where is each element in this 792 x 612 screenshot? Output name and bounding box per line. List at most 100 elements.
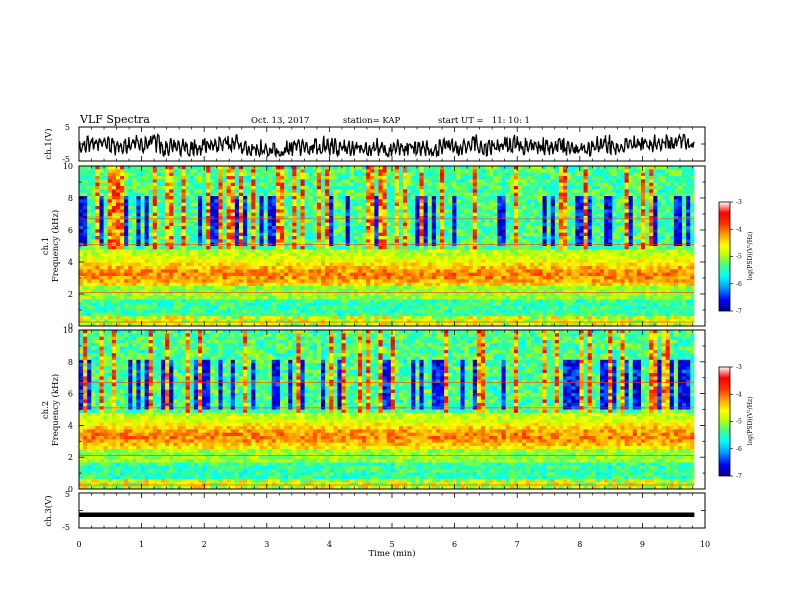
ch1-spectrogram-cell — [238, 236, 244, 240]
ch1-spectrogram-cell — [197, 289, 203, 294]
ch1-spectrogram-cell — [206, 302, 211, 307]
ch1-spectrogram-cell — [140, 209, 145, 214]
ch1-spectrogram-cell — [308, 206, 314, 210]
ch1-spectrogram-cell — [333, 192, 338, 197]
ch1-spectrogram-cell — [468, 279, 474, 284]
ch1-spectrogram-cell — [435, 226, 441, 230]
ch1-spectrogram-cell — [321, 286, 326, 290]
ch1-spectrogram-cell — [489, 172, 494, 177]
ch1-spectrogram-cell — [345, 309, 351, 314]
ch1-spectrogram-cell — [193, 169, 199, 174]
ch1-spectrogram-cell — [382, 292, 388, 297]
ch1-spectrogram-cell — [407, 299, 412, 304]
ch1-spectrogram-cell — [468, 219, 474, 224]
ch1-spectrogram-cell — [333, 322, 338, 327]
ch1-spectrogram-cell — [460, 246, 465, 250]
ch1-spectrogram-cell — [165, 229, 170, 234]
ch1-spectrogram-cell — [366, 176, 371, 180]
ch1-spectrogram-cell — [329, 292, 334, 297]
ch1-spectrogram-cell — [95, 209, 100, 214]
ch1-spectrogram-cell — [316, 282, 322, 287]
ch1-spectrogram-cell — [329, 189, 334, 194]
ch1-spectrogram-cell — [403, 309, 408, 314]
ch1-spectrogram-cell — [136, 269, 141, 274]
ch1-spectrogram-cell — [140, 296, 145, 300]
ch1-spectrogram-cell — [312, 219, 318, 224]
ch1-spectrogram-cell — [304, 169, 310, 174]
ch1-spectrogram-cell — [103, 296, 109, 300]
ch1-spectrogram-cell — [234, 186, 240, 190]
ch1-spectrogram-cell — [210, 172, 215, 177]
ch1-spectrogram-cell — [312, 176, 318, 180]
ch1-spectrogram-cell — [181, 226, 187, 230]
ch1-spectrogram-cell — [374, 299, 379, 304]
ch1-spectrogram-cell — [259, 232, 264, 237]
ch1-spectrogram-cell — [128, 299, 133, 304]
ch1-spectrogram-cell — [124, 256, 129, 260]
ch1-spectrogram-cell — [448, 226, 453, 230]
ch1-spectrogram-cell — [472, 186, 478, 190]
ch1-spectrogram-cell — [107, 226, 113, 230]
ch1-spectrogram-cell — [440, 292, 445, 297]
ch1-spectrogram-cell — [148, 189, 154, 194]
ch1-spectrogram-cell — [444, 276, 449, 280]
ch1-spectrogram-cell — [251, 262, 256, 267]
ch1-spectrogram-cell — [390, 199, 396, 204]
ch1-spectrogram-cell — [189, 269, 195, 274]
ch1-spectrogram-cell — [386, 212, 392, 217]
ch1-spectrogram-cell — [300, 262, 305, 267]
ch1-spectrogram-cell — [325, 176, 330, 180]
ch1-spectrogram-cell — [99, 296, 104, 300]
ch1-spectrogram-cell — [308, 319, 314, 324]
ch1-spectrogram-cell — [115, 286, 121, 290]
ch1-spectrogram-cell — [152, 316, 158, 320]
ch1-spectrogram-cell — [394, 192, 400, 197]
ch1-spectrogram-cell — [468, 272, 474, 277]
ch1-spectrogram-cell — [444, 256, 449, 260]
ch1-spectrogram-cell — [411, 306, 416, 310]
ch1-spectrogram-cell — [333, 286, 338, 290]
ch1-spectrogram-cell — [177, 312, 182, 317]
ch1-spectrogram-cell — [398, 266, 404, 270]
ch1-spectrogram-cell — [144, 309, 150, 314]
ch1-spectrogram-cell — [312, 312, 318, 317]
ch1-spectrogram-cell — [370, 209, 375, 214]
ch1-spectrogram-cell — [481, 176, 486, 180]
ch1-spectrogram-cell — [284, 232, 289, 237]
ch1-spectrogram-cell — [333, 292, 338, 297]
ch1-spectrogram-cell — [366, 199, 371, 204]
ch1-spectrogram-cell — [263, 179, 269, 184]
ch1-spectrogram-cell — [435, 319, 441, 324]
ch1-spectrogram-cell — [144, 209, 150, 214]
ch1-spectrogram-cell — [222, 282, 228, 287]
ch1-spectrogram-cell — [353, 302, 359, 307]
ch1-spectrogram-cell — [107, 222, 113, 227]
ch1-spectrogram-cell — [226, 169, 232, 174]
ch1-spectrogram-cell — [472, 262, 478, 267]
ch1-spectrogram-cell — [284, 172, 289, 177]
ch1-spectrogram-cell — [87, 179, 92, 184]
ch1-spectrogram-cell — [83, 266, 88, 270]
ch1-spectrogram-cell — [485, 306, 490, 310]
ch1-spectrogram-cell — [120, 289, 125, 294]
ch1-spectrogram-cell — [431, 269, 437, 274]
ch1-spectrogram-cell — [407, 212, 412, 217]
ch1-spectrogram-cell — [362, 176, 367, 180]
ch1-spectrogram-cell — [148, 316, 154, 320]
ch1-spectrogram-cell — [214, 306, 219, 310]
ch1-spectrogram-cell — [251, 169, 256, 174]
ch1-spectrogram-cell — [345, 249, 351, 254]
ch1-spectrogram-cell — [259, 186, 264, 190]
ch1-spectrogram-cell — [263, 232, 269, 237]
ch1-spectrogram-cell — [382, 246, 388, 250]
ch1-spectrogram-cell — [136, 172, 141, 177]
ch1-spectrogram-cell — [251, 172, 256, 177]
ch1-spectrogram-cell — [206, 276, 211, 280]
ch1-spectrogram-cell — [165, 256, 170, 260]
ch1-spectrogram-cell — [148, 226, 154, 230]
ch1-spectrogram-cell — [415, 236, 420, 240]
ch1-spectrogram-cell — [378, 309, 383, 314]
ch1-spectrogram-cell — [398, 216, 404, 220]
ch1-spectrogram-cell — [218, 262, 223, 267]
ch1-spectrogram-cell — [152, 232, 158, 237]
